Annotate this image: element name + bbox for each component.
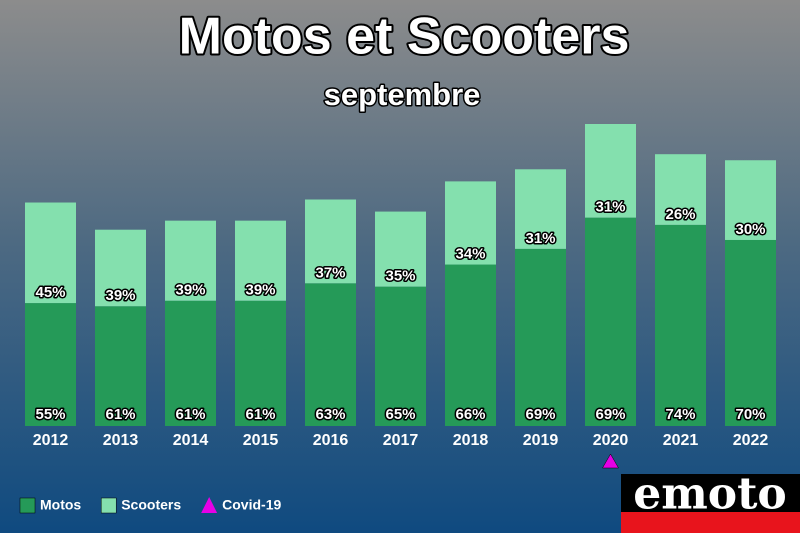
logo: emoto — [621, 469, 800, 533]
bar-segment — [515, 248, 566, 426]
x-tick-label: 2020 — [593, 432, 629, 449]
data-label: 70% — [735, 406, 765, 423]
data-label: 34% — [455, 246, 485, 263]
x-tick-label: 2019 — [523, 432, 559, 449]
bar-segment — [165, 300, 216, 426]
data-label: 37% — [315, 264, 345, 281]
x-tick-label: 2013 — [103, 432, 139, 449]
data-label: 26% — [665, 206, 695, 223]
x-tick-label: 2022 — [733, 432, 769, 449]
marker — [602, 453, 619, 469]
data-label: 61% — [175, 406, 205, 423]
chart-title: Motos et Scooters — [179, 8, 630, 66]
bar-segment — [655, 224, 706, 426]
legend-label: Motos — [40, 497, 81, 513]
data-label: 69% — [525, 406, 555, 423]
legend-swatch — [100, 497, 117, 514]
bar-segment — [375, 286, 426, 426]
data-label: 31% — [525, 230, 555, 247]
bar-segment — [25, 202, 76, 304]
bar-segment — [305, 199, 356, 284]
data-label: 45% — [35, 284, 65, 301]
x-tick-label: 2015 — [243, 432, 279, 449]
data-label: 63% — [315, 406, 345, 423]
x-tick-label: 2018 — [453, 432, 489, 449]
data-label: 39% — [245, 282, 275, 299]
bar-segment — [305, 283, 356, 426]
chart-subtitle: septembre — [324, 77, 481, 112]
bar-segment — [25, 303, 76, 426]
x-tick-label: 2021 — [663, 432, 699, 449]
legend-label: Covid-19 — [222, 497, 281, 513]
legend-swatch — [19, 497, 36, 514]
x-tick-label: 2017 — [383, 432, 419, 449]
data-label: 74% — [665, 406, 695, 423]
x-tick-label: 2014 — [173, 432, 209, 449]
bar-segment — [95, 229, 146, 307]
legend-swatch — [201, 497, 218, 513]
logo-stripe — [621, 512, 800, 533]
logo-text: emoto — [633, 469, 787, 520]
bar-segment — [95, 306, 146, 426]
data-label: 69% — [595, 406, 625, 423]
legend-label: Scooters — [121, 497, 181, 513]
bar-segment — [585, 217, 636, 426]
x-tick-label: 2016 — [313, 432, 349, 449]
data-label: 61% — [105, 406, 135, 423]
x-tick-label: 2012 — [33, 432, 69, 449]
data-label: 39% — [105, 287, 135, 304]
bar-segment — [725, 160, 776, 240]
bar-segment — [445, 181, 496, 265]
data-label: 39% — [175, 282, 205, 299]
bar-segment — [445, 264, 496, 426]
data-label: 61% — [245, 406, 275, 423]
bar-segment — [375, 211, 426, 287]
bar-segment — [655, 154, 706, 225]
bar-segment — [235, 220, 286, 301]
bar-segment — [725, 239, 776, 426]
data-label: 55% — [35, 406, 65, 423]
bar-segment — [165, 220, 216, 301]
data-label: 31% — [595, 199, 625, 216]
data-label: 66% — [455, 406, 485, 423]
data-label: 65% — [385, 406, 415, 423]
bar-segment — [585, 124, 636, 218]
bar-segment — [235, 300, 286, 426]
data-label: 30% — [735, 221, 765, 238]
bar-segment — [515, 169, 566, 249]
data-label: 35% — [385, 268, 415, 285]
